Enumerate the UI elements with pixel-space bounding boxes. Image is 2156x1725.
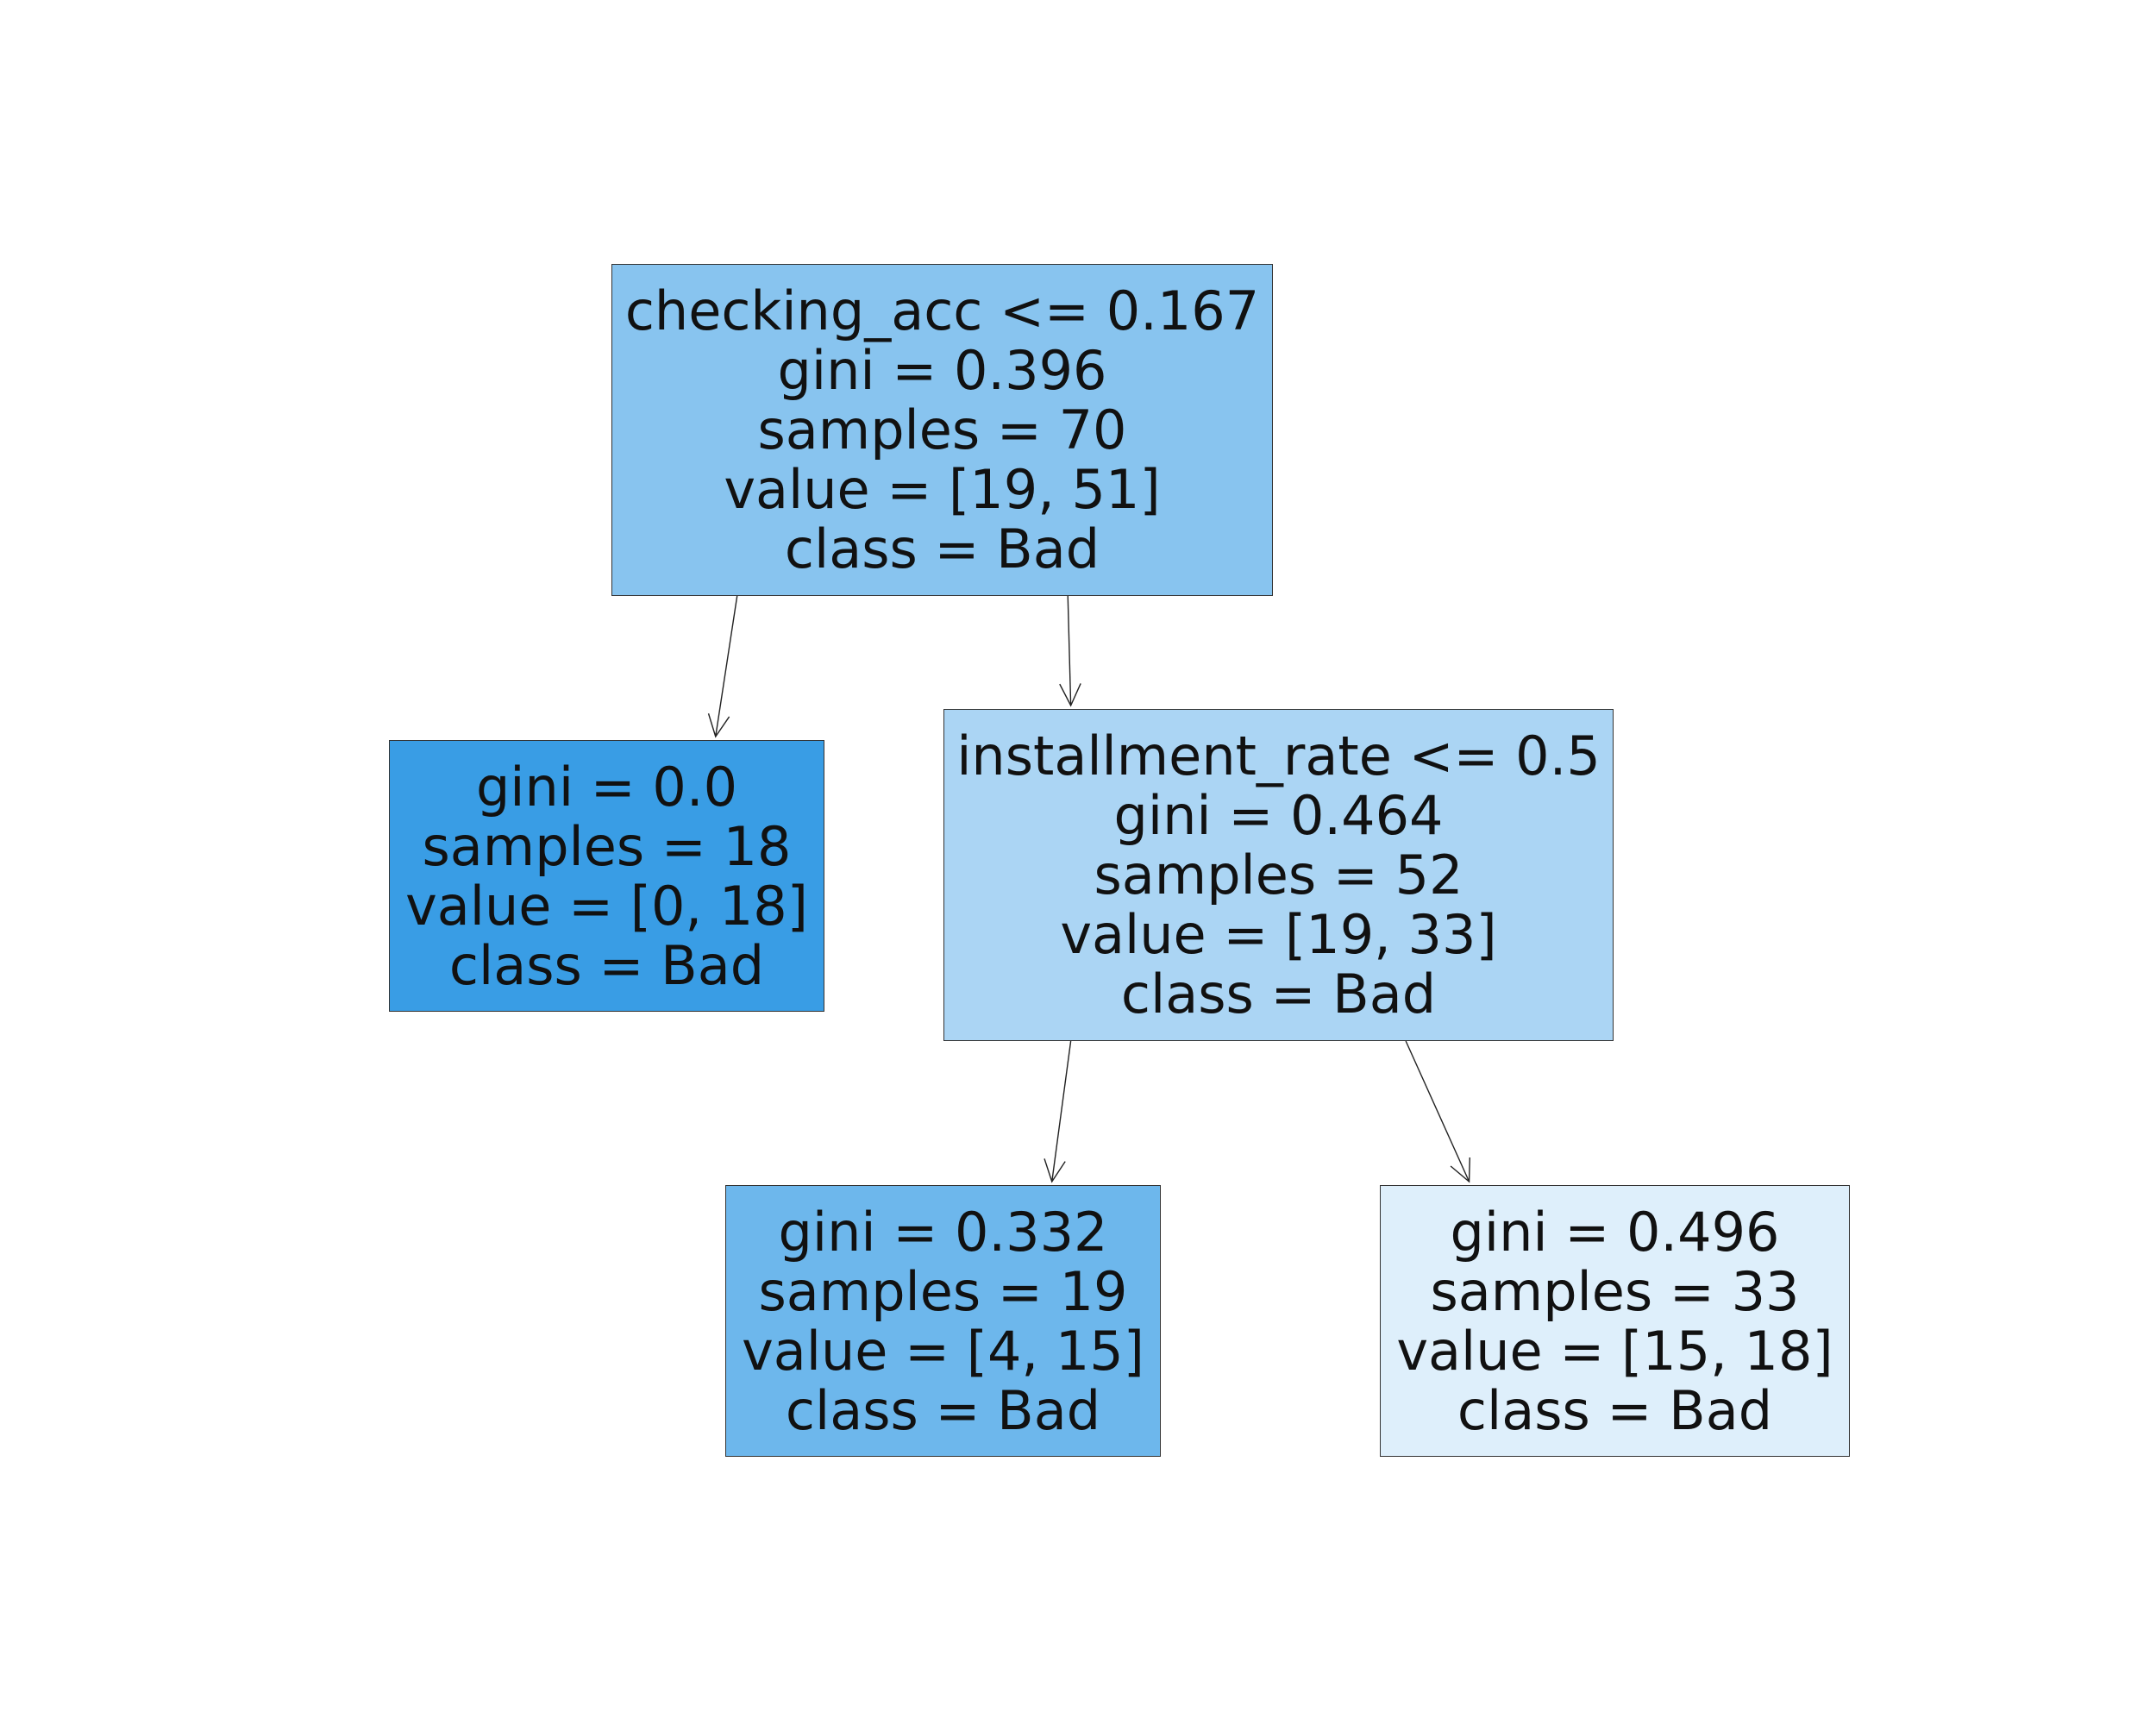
arrowhead-icon [707,713,730,738]
arrowhead-icon [1044,1158,1066,1183]
tree-node-root: checking_acc <= 0.167 gini = 0.396 sampl… [611,264,1273,596]
node-value: value = [19, 33] [1060,903,1497,966]
node-value: value = [0, 18] [405,874,808,938]
node-class: class = Bad [1457,1378,1773,1442]
node-samples: samples = 52 [1094,844,1463,906]
node-samples: samples = 33 [1430,1259,1800,1323]
node-gini: gini = 0.0 [475,755,738,819]
node-split-rule: installment_rate <= 0.5 [956,724,1601,787]
node-class: class = Bad [784,518,1100,580]
node-class: class = Bad [785,1378,1101,1442]
tree-edge-arrow [1044,1040,1072,1183]
tree-edge-arrow [1405,1040,1470,1183]
node-value: value = [15, 18] [1396,1319,1833,1383]
tree-edge-line [1051,1040,1072,1182]
node-gini: gini = 0.464 [1113,784,1444,847]
tree-node-leaf-right-right: gini = 0.496 samples = 33 value = [15, 1… [1380,1185,1850,1457]
tree-edge-arrow [707,595,738,738]
node-class: class = Bad [448,933,765,997]
node-samples: samples = 70 [757,398,1127,461]
tree-edge-line [1067,595,1072,706]
node-gini: gini = 0.332 [778,1200,1108,1264]
node-samples: samples = 18 [422,814,792,878]
tree-edge-line [715,595,738,737]
node-split-rule: checking_acc <= 0.167 [624,279,1260,342]
tree-edge-line [1405,1040,1470,1182]
arrowhead-icon [1450,1157,1470,1183]
node-class: class = Bad [1120,963,1437,1026]
tree-node-leaf-right-left: gini = 0.332 samples = 19 value = [4, 15… [725,1185,1161,1457]
node-value: value = [4, 15] [742,1319,1144,1383]
tree-node-right: installment_rate <= 0.5 gini = 0.464 sam… [943,709,1614,1041]
node-samples: samples = 19 [758,1259,1128,1323]
node-value: value = [19, 51] [724,458,1161,521]
node-gini: gini = 0.496 [1450,1200,1780,1264]
node-gini: gini = 0.396 [777,339,1107,402]
arrowhead-icon [1059,683,1081,707]
tree-edge-arrow [1059,595,1081,707]
tree-node-leaf-left: gini = 0.0 samples = 18 value = [0, 18] … [389,740,824,1012]
